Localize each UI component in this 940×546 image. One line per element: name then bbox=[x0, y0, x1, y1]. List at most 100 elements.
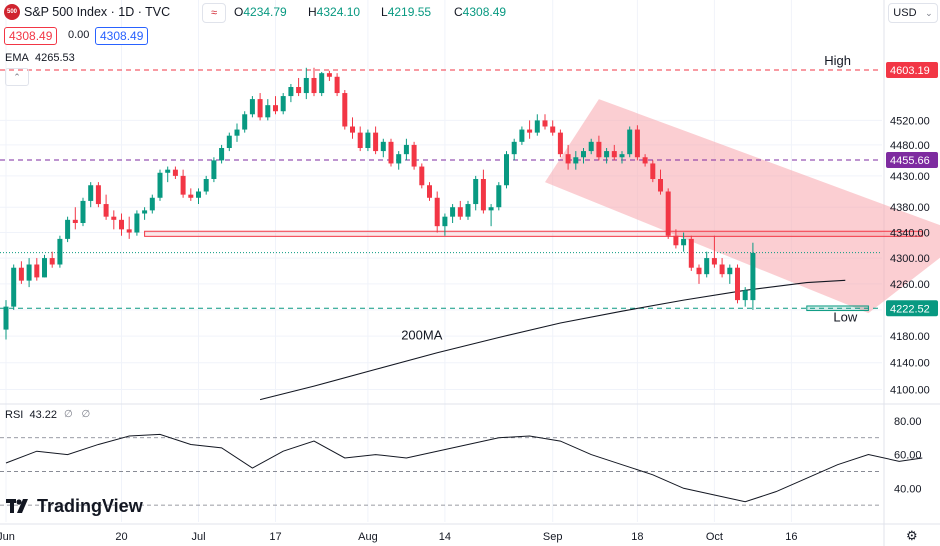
candle-body bbox=[334, 76, 340, 94]
low-price-badge-bg bbox=[886, 300, 938, 317]
price-axis-label: 4380.00 bbox=[890, 202, 930, 214]
candle-body bbox=[311, 77, 317, 94]
time-axis-label: Sep bbox=[543, 531, 563, 543]
price-axis-label: 4480.00 bbox=[890, 140, 930, 152]
candle-body bbox=[619, 154, 625, 158]
candle-body bbox=[380, 141, 386, 152]
candle-body bbox=[581, 151, 586, 158]
annotation-high: High bbox=[824, 53, 851, 68]
price-axis-label: 4100.00 bbox=[890, 385, 930, 397]
candle-body bbox=[457, 207, 463, 217]
ema-legend[interactable]: EMA 4265.53 bbox=[5, 52, 75, 64]
time-axis-label: 17 bbox=[269, 531, 281, 543]
candle-body bbox=[65, 219, 71, 239]
annotation-200ma: 200MA bbox=[401, 327, 443, 342]
candle-body bbox=[527, 129, 533, 133]
candle-body bbox=[565, 154, 571, 164]
candle-body bbox=[26, 264, 32, 281]
currency-select[interactable]: USD ⌄ bbox=[888, 3, 938, 23]
time-axis-label: 16 bbox=[785, 531, 797, 543]
annotation-low: Low bbox=[833, 310, 857, 325]
candle-body bbox=[403, 144, 409, 155]
price-axis-label: 4260.00 bbox=[890, 279, 930, 291]
candle-body bbox=[265, 105, 271, 118]
chart-title[interactable]: S&P 500 Index · 1D · TVC bbox=[24, 5, 171, 19]
candle-body bbox=[211, 160, 217, 180]
candle-body bbox=[473, 179, 479, 205]
candle-body bbox=[534, 120, 540, 133]
time-axis-label: Jun bbox=[0, 531, 15, 543]
candle-body bbox=[34, 264, 40, 278]
buy-price-button[interactable]: 4308.49 bbox=[95, 27, 149, 45]
candle-body bbox=[488, 207, 494, 211]
rsi-legend[interactable]: RSI 43.22 bbox=[5, 409, 57, 421]
candle-body bbox=[419, 166, 425, 186]
candle-body bbox=[165, 169, 171, 173]
index-logo: 500 bbox=[4, 4, 20, 20]
candle-body bbox=[388, 141, 394, 164]
tradingview-wordmark: TradingView bbox=[37, 496, 143, 516]
candle-body bbox=[326, 73, 332, 77]
candle-body bbox=[303, 77, 309, 94]
ohlc-close: C4308.49 bbox=[454, 5, 507, 19]
time-axis-label: Oct bbox=[706, 531, 723, 543]
time-axis-label: 20 bbox=[115, 531, 127, 543]
candle-body bbox=[342, 93, 348, 127]
candle-body bbox=[681, 238, 687, 246]
low-price-badge: 4222.52 bbox=[890, 303, 930, 315]
candle-body bbox=[226, 135, 232, 148]
candle-body bbox=[696, 267, 702, 275]
candle-body bbox=[95, 185, 101, 205]
settings-icon[interactable]: ⚙ bbox=[906, 528, 918, 543]
candle-body bbox=[735, 267, 740, 301]
mid-price-badge: 4455.66 bbox=[890, 155, 930, 167]
candle-body bbox=[519, 129, 525, 142]
price-axis-label: 4140.00 bbox=[890, 358, 930, 370]
candle-body bbox=[203, 179, 209, 192]
chevron-down-icon: ⌄ bbox=[925, 7, 933, 18]
candle-body bbox=[142, 210, 148, 214]
sell-price-button[interactable]: 4308.49 bbox=[4, 27, 58, 45]
candle-body bbox=[573, 157, 579, 164]
candle-body bbox=[72, 219, 78, 224]
candle-body bbox=[727, 267, 733, 275]
candle-body bbox=[642, 157, 648, 164]
ohlc-high: H4324.10 bbox=[308, 5, 361, 19]
eye-off-icon[interactable]: ∅ ∅ bbox=[64, 409, 94, 420]
ohlc-low: L4219.55 bbox=[381, 5, 432, 19]
mid-price-badge-bg bbox=[886, 151, 938, 168]
candle-body bbox=[126, 229, 132, 233]
candle-body bbox=[396, 154, 402, 164]
candle-body bbox=[742, 290, 748, 301]
rsi-axis-label: 80.00 bbox=[894, 416, 922, 428]
high-price-badge-bg bbox=[886, 62, 938, 79]
candle-body bbox=[111, 216, 117, 220]
candle-body bbox=[611, 151, 617, 158]
candle-body bbox=[465, 204, 471, 217]
ema-200-line bbox=[259, 279, 846, 401]
candle-body bbox=[511, 141, 517, 155]
tradingview-logo-icon bbox=[6, 498, 28, 513]
candle-body bbox=[288, 87, 294, 97]
candle-body bbox=[711, 258, 717, 265]
candle-body bbox=[373, 132, 379, 152]
price-axis-label: 4300.00 bbox=[890, 253, 930, 265]
candle-body bbox=[357, 132, 363, 148]
candle-body bbox=[273, 105, 278, 112]
high-price-badge: 4603.19 bbox=[890, 65, 930, 77]
descending-channel bbox=[545, 99, 940, 314]
candle-body bbox=[88, 185, 94, 201]
price-axis-label: 4430.00 bbox=[890, 171, 930, 183]
candle-body bbox=[665, 191, 671, 236]
candle-body bbox=[196, 191, 201, 198]
candle-body bbox=[480, 179, 486, 211]
candle-body bbox=[688, 238, 694, 268]
chevron-up-icon[interactable]: ⌃ bbox=[5, 68, 29, 86]
candle-body bbox=[704, 258, 710, 275]
rsi-axis-label: 40.00 bbox=[894, 483, 922, 495]
candle-body bbox=[450, 207, 456, 217]
candle-body bbox=[542, 120, 548, 127]
tradingview-logo[interactable]: TradingView bbox=[6, 496, 143, 517]
compare-icon[interactable]: ≈ bbox=[202, 3, 226, 23]
